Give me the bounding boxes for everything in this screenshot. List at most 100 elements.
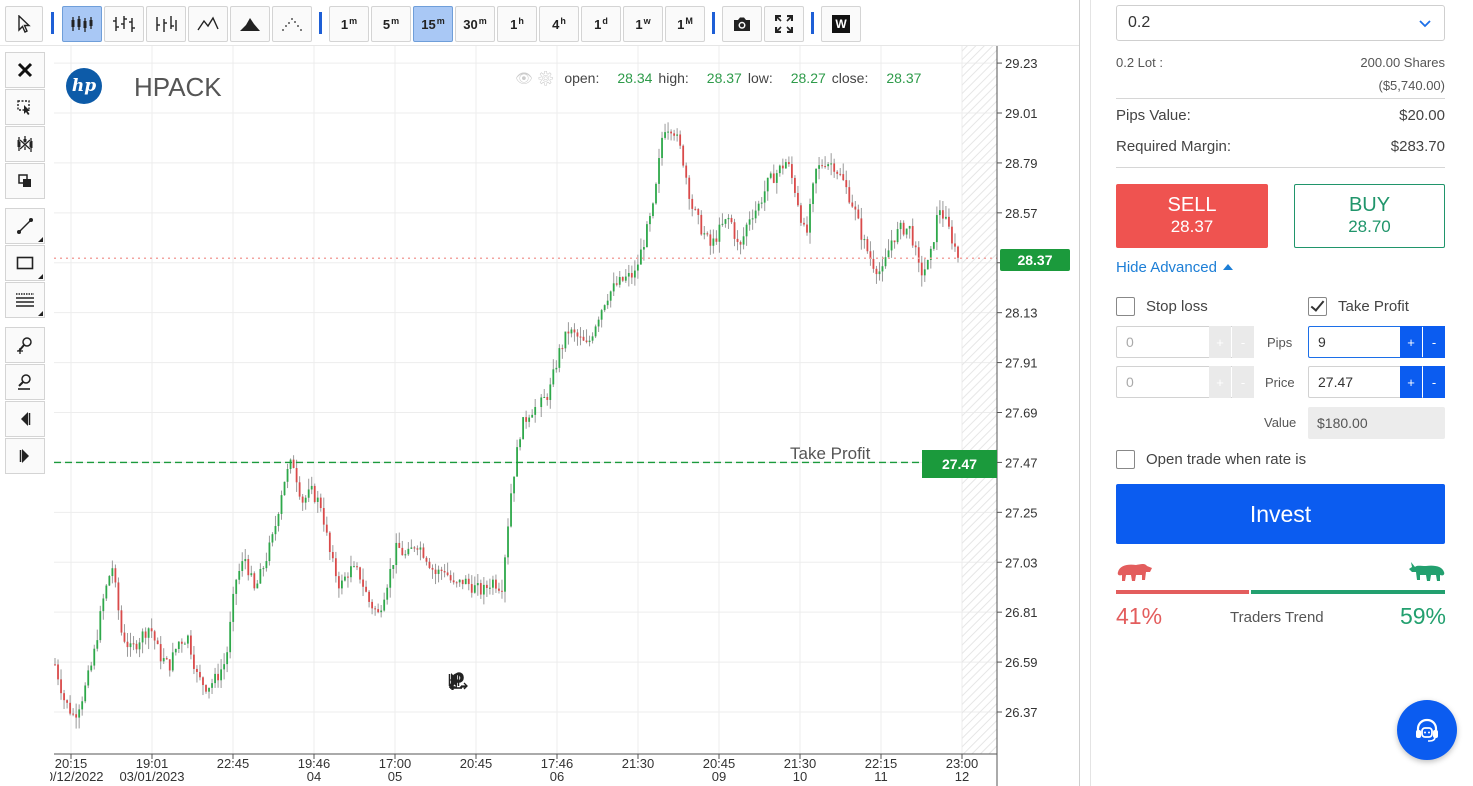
- sell-button[interactable]: SELL 28.37: [1116, 184, 1268, 248]
- stop-loss-checkbox[interactable]: [1116, 297, 1135, 316]
- horizontal-lines-tool-button[interactable]: [5, 282, 45, 318]
- stop-loss-pips-plus-button[interactable]: +: [1209, 326, 1231, 358]
- candle: [316, 490, 319, 513]
- lot-size-select[interactable]: 0.2: [1116, 5, 1445, 41]
- take-profit-pips-plus-button[interactable]: +: [1400, 326, 1422, 358]
- chart-type-line-button[interactable]: [188, 6, 228, 42]
- eye-icon[interactable]: 👁 ⚙: [515, 70, 555, 86]
- chart-canvas[interactable]: 29.2329.0128.7928.5728.3528.1327.9127.69…: [50, 46, 1080, 786]
- take-profit-checkbox[interactable]: [1308, 297, 1327, 316]
- candle: [482, 577, 485, 605]
- stop-loss-price-plus-button[interactable]: +: [1209, 366, 1231, 398]
- scroll-left-tool-button[interactable]: [5, 401, 45, 437]
- candle: [709, 229, 712, 255]
- take-profit-pips-input[interactable]: 9: [1308, 326, 1445, 358]
- invest-button[interactable]: Invest: [1116, 484, 1445, 544]
- toolbar-separator: [811, 12, 814, 34]
- stop-loss-pips-input[interactable]: 0: [1116, 326, 1254, 358]
- take-profit-price-input[interactable]: 27.47: [1308, 366, 1445, 398]
- candle: [476, 573, 479, 596]
- date-tick-label: 03/01/2023: [119, 769, 184, 784]
- buy-button[interactable]: BUY 28.70: [1294, 184, 1445, 248]
- candle: [848, 180, 851, 205]
- price-chart[interactable]: 29.2329.0128.7928.5728.3528.1327.9127.69…: [50, 46, 1080, 786]
- trend-line-tool-button[interactable]: [5, 208, 45, 244]
- candle: [926, 259, 929, 270]
- submenu-corner-icon: [38, 274, 43, 279]
- candle: [643, 239, 645, 261]
- candle: [452, 572, 455, 585]
- candle: [730, 214, 733, 224]
- candle: [812, 182, 814, 213]
- candle: [778, 164, 781, 177]
- scroll-right-icon: [19, 449, 29, 463]
- candle: [295, 459, 298, 492]
- candle: [168, 659, 171, 677]
- zoom-out-tool-button[interactable]: [5, 364, 45, 400]
- duplicate-button[interactable]: [5, 163, 45, 199]
- candle: [790, 156, 793, 185]
- crosshair-tool-button[interactable]: [5, 89, 45, 125]
- lot-size-value: 0.2: [1128, 14, 1151, 31]
- take-profit-pips-minus-button[interactable]: -: [1423, 326, 1445, 358]
- interval-30m-button[interactable]: 30 m: [455, 6, 495, 42]
- nav-zoom-in-button[interactable]: [449, 673, 512, 695]
- hide-advanced-link[interactable]: Hide Advanced: [1116, 259, 1233, 276]
- stop-loss-price-input[interactable]: 0: [1116, 366, 1254, 398]
- fullscreen-button[interactable]: [764, 6, 804, 42]
- low-value: 28.27: [790, 70, 826, 86]
- chart-type-area-button[interactable]: [230, 6, 270, 42]
- candle: [425, 556, 428, 566]
- support-chat-button[interactable]: [1397, 700, 1457, 760]
- price-tick-label: 26.37: [1005, 705, 1038, 720]
- take-profit-price-plus-button[interactable]: +: [1400, 366, 1422, 398]
- rectangle-tool-button[interactable]: [5, 245, 45, 281]
- price-axis[interactable]: 29.2329.0128.7928.5728.3528.1327.9127.69…: [997, 56, 1038, 720]
- chart-type-candlestick-button[interactable]: [62, 6, 102, 42]
- candle: [896, 221, 899, 245]
- zoom-in-tool-button[interactable]: [5, 327, 45, 363]
- stop-loss-pips-minus-button[interactable]: -: [1232, 326, 1254, 358]
- open-trade-when-checkbox[interactable]: [1116, 450, 1135, 469]
- chart-type-dots-button[interactable]: [272, 6, 312, 42]
- chart-type-ohlc-button[interactable]: [104, 6, 144, 42]
- candle: [525, 410, 528, 429]
- candle: [111, 560, 114, 584]
- scroll-right-tool-button[interactable]: [5, 438, 45, 474]
- bear-icon: [1117, 564, 1152, 581]
- candle: [171, 642, 174, 673]
- candle: [621, 276, 624, 283]
- candle: [331, 545, 334, 563]
- time-tick-label: 20:45: [703, 756, 736, 771]
- candle: [153, 629, 156, 650]
- candle: [319, 493, 322, 512]
- stop-loss-price-minus-button[interactable]: -: [1232, 366, 1254, 398]
- nav-scroll-right-button[interactable]: [448, 673, 678, 695]
- interval-15m-button[interactable]: 15 m: [413, 6, 453, 42]
- pointer-tool-button[interactable]: [5, 6, 43, 42]
- candle: [549, 377, 552, 409]
- close-tool-button[interactable]: [5, 52, 45, 88]
- widget-button[interactable]: W: [821, 6, 861, 42]
- candle: [202, 676, 204, 696]
- candle: [685, 162, 688, 185]
- take-profit-price-value: 27.47: [1318, 374, 1354, 390]
- screenshot-button[interactable]: [722, 6, 762, 42]
- price-tick-label: 28.79: [1005, 156, 1038, 171]
- take-profit-price-tag[interactable]: 27.47: [922, 450, 997, 478]
- delete-drawings-button[interactable]: [5, 126, 45, 162]
- nav-zoom-fit-button[interactable]: [449, 673, 595, 695]
- take-profit-price-minus-button[interactable]: -: [1423, 366, 1445, 398]
- nav-zoom-out-button[interactable]: [450, 673, 553, 695]
- nav-zoom-reset-button[interactable]: [449, 672, 636, 695]
- low-label: low:: [747, 70, 773, 86]
- chart-type-hlc-button[interactable]: [146, 6, 186, 42]
